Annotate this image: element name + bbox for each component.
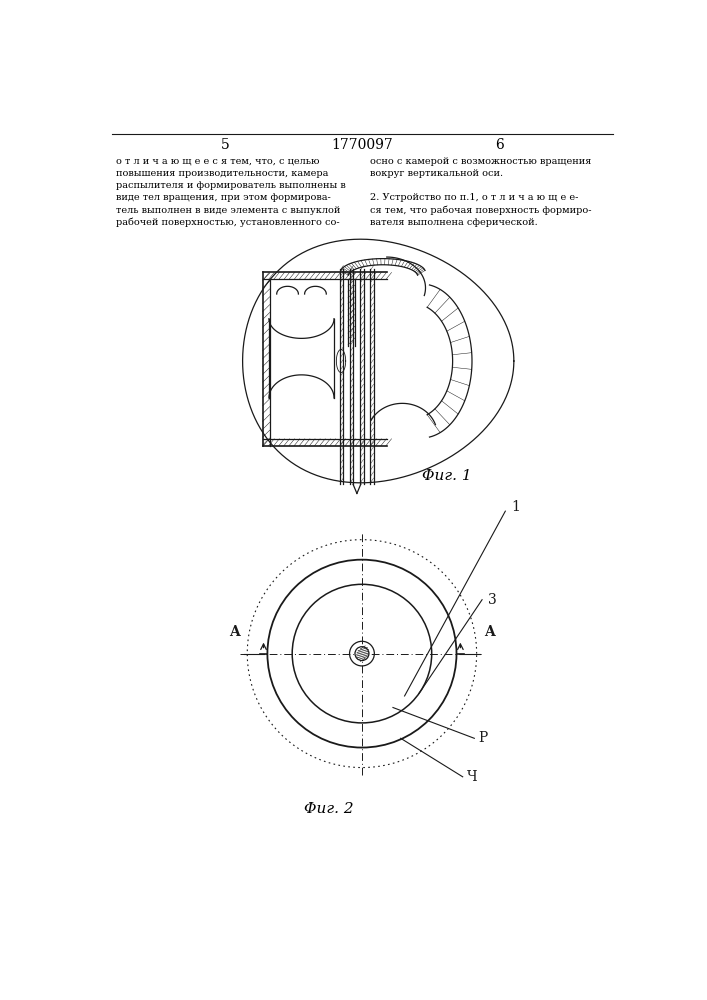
Text: 5: 5 <box>221 138 230 152</box>
Text: осно с камерой с возможностью вращения
вокруг вертикальной оси.

2. Устройство п: осно с камерой с возможностью вращения в… <box>370 157 592 227</box>
Text: P: P <box>478 731 487 745</box>
Text: A: A <box>230 625 240 639</box>
Text: 1770097: 1770097 <box>331 138 393 152</box>
Text: о т л и ч а ю щ е е с я тем, что, с целью
повышения производительности, камера
р: о т л и ч а ю щ е е с я тем, что, с цель… <box>115 157 345 227</box>
Text: 3: 3 <box>489 593 497 607</box>
Text: A: A <box>484 625 494 639</box>
Text: Ч: Ч <box>467 770 477 784</box>
Text: Φиг. 2: Φиг. 2 <box>304 802 354 816</box>
Text: Φиг. 1: Φиг. 1 <box>421 469 472 483</box>
Text: 6: 6 <box>495 138 503 152</box>
Text: 1: 1 <box>512 500 520 514</box>
Circle shape <box>355 647 369 661</box>
